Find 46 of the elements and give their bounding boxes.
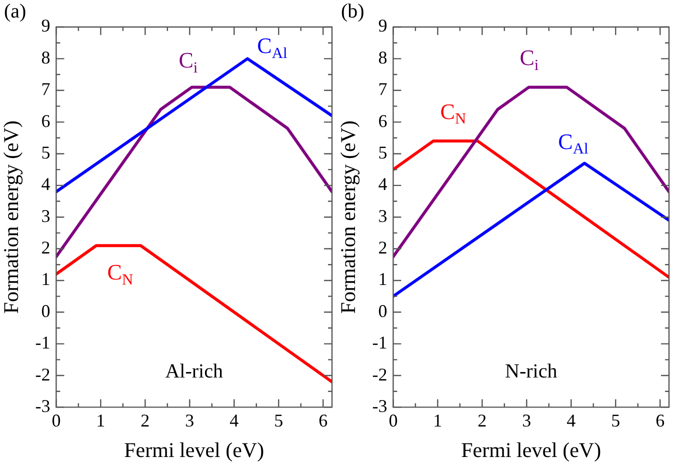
- x-axis-title: Fermi level (eV): [461, 438, 602, 462]
- y-tick-label: 4: [378, 174, 388, 194]
- y-tick-label: 2: [378, 238, 388, 258]
- chart-title: (a): [4, 0, 26, 22]
- chart-title: (b): [341, 0, 364, 22]
- x-tick-label: 1: [96, 410, 106, 431]
- y-tick-label: 2: [41, 238, 50, 258]
- y-tick-label: -1: [372, 332, 388, 353]
- x-tick-label: 3: [522, 410, 532, 431]
- y-tick-label: 3: [378, 206, 388, 226]
- y-axis-title: Formation energy (eV): [336, 120, 360, 314]
- x-tick-label: 2: [478, 410, 487, 431]
- y-tick-label: 7: [378, 79, 388, 100]
- y-tick-label: 9: [41, 16, 50, 36]
- y-tick-label: -2: [35, 364, 50, 384]
- y-tick-label: 9: [378, 16, 388, 36]
- y-tick-label: -3: [372, 396, 388, 416]
- y-tick-label: 8: [41, 47, 50, 68]
- x-tick-label: 5: [274, 410, 284, 431]
- y-tick-label: 5: [41, 142, 50, 162]
- y-tick-label: 3: [41, 206, 50, 226]
- x-axis-title: Fermi level (eV): [124, 438, 264, 462]
- y-tick-label: 4: [41, 174, 50, 194]
- x-tick-label: 1: [433, 410, 442, 431]
- x-tick-label: 4: [230, 410, 239, 431]
- x-tick-label: 6: [318, 410, 328, 431]
- x-tick-label: 5: [611, 410, 620, 431]
- y-tick-label: -1: [35, 332, 50, 353]
- y-tick-label: 0: [41, 300, 50, 321]
- y-tick-label: 1: [378, 269, 388, 290]
- y-tick-label: -3: [35, 396, 50, 416]
- annotation: Al-rich: [165, 360, 223, 382]
- y-tick-label: 1: [41, 269, 50, 290]
- y-tick-label: 7: [41, 79, 50, 100]
- x-tick-label: 6: [656, 410, 665, 431]
- y-tick-label: 6: [378, 110, 388, 131]
- y-tick-label: 8: [378, 47, 388, 68]
- annotation: N-rich: [505, 360, 558, 382]
- x-tick-label: 2: [140, 410, 150, 431]
- y-axis-title: Formation energy (eV): [0, 120, 24, 314]
- x-tick-label: 3: [185, 410, 194, 431]
- x-tick-label: 4: [566, 410, 576, 431]
- y-tick-label: 6: [41, 110, 50, 131]
- y-tick-label: -2: [372, 364, 388, 384]
- y-tick-label: 5: [378, 142, 388, 162]
- y-tick-label: 0: [378, 300, 388, 321]
